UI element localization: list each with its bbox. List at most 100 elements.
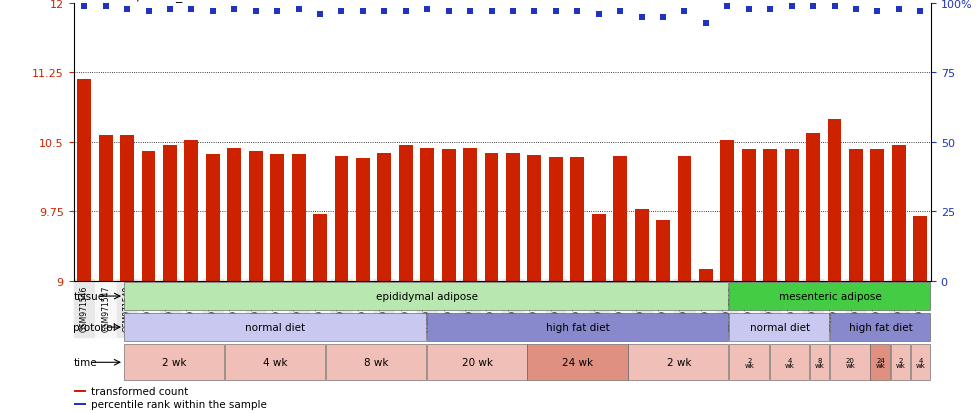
Point [912,9,928,16]
Bar [506,154,520,281]
Point [355,9,370,16]
Bar [729,282,930,311]
Text: 4
wk: 4 wk [785,357,795,368]
Point [848,6,863,13]
Bar [377,154,391,281]
Text: normal diet: normal diet [750,322,809,332]
Text: 20 wk: 20 wk [462,357,493,368]
Bar [420,149,434,281]
Point [741,6,757,13]
Text: 2
wk: 2 wk [896,357,906,368]
Point [98,4,114,10]
Bar [809,344,829,380]
Bar [325,344,425,380]
Bar [270,154,284,281]
Text: GDS6247 / ILMN_1213026: GDS6247 / ILMN_1213026 [74,0,237,2]
Bar [742,150,756,281]
Point [141,9,157,16]
Bar [74,404,86,405]
Bar [163,145,177,281]
Point [162,6,177,13]
Point [183,6,199,13]
Text: percentile rank within the sample: percentile rank within the sample [91,399,267,409]
Bar [527,155,541,281]
Bar [123,313,425,342]
Bar [356,158,369,281]
Bar [313,214,327,281]
Bar [123,344,224,380]
Point [762,6,778,13]
Bar [913,216,927,281]
Text: high fat diet: high fat diet [546,322,610,332]
Bar [910,344,930,380]
Point [291,6,307,13]
Text: 2 wk: 2 wk [162,357,186,368]
Bar [785,150,799,281]
Bar [729,344,768,380]
Bar [628,344,728,380]
Text: 24
wk: 24 wk [875,357,886,368]
Bar [399,145,413,281]
Point [376,9,392,16]
Point [719,4,735,10]
Bar [613,156,627,281]
Bar [426,313,728,342]
Text: 8 wk: 8 wk [364,357,388,368]
Text: normal diet: normal diet [245,322,306,332]
Bar [570,157,584,281]
Point [441,9,457,16]
Bar [549,157,563,281]
Bar [99,136,113,281]
Point [612,9,628,16]
Point [120,6,135,13]
Text: 2 wk: 2 wk [666,357,691,368]
Bar [464,149,477,281]
Bar [227,149,241,281]
Text: 20
wk: 20 wk [846,357,856,368]
Bar [206,154,220,281]
Bar [184,141,198,281]
Point [698,20,713,27]
Bar [656,221,670,281]
Bar [870,344,890,380]
Text: time: time [74,357,97,368]
Bar [426,344,526,380]
Bar [292,154,306,281]
Bar [763,150,777,281]
Bar [699,270,712,281]
Point [484,9,500,16]
Point [806,4,821,10]
Point [333,9,349,16]
Bar [74,390,86,392]
Point [419,6,435,13]
Bar [121,136,134,281]
Point [76,4,92,10]
Bar [77,80,91,281]
Point [548,9,564,16]
Bar [827,119,842,281]
Point [398,9,414,16]
Bar [484,154,499,281]
Text: protocol: protocol [74,322,117,332]
Point [270,9,285,16]
Bar [830,313,930,342]
Point [205,9,220,16]
Point [526,9,542,16]
Bar [849,150,863,281]
Text: 24 wk: 24 wk [563,357,594,368]
Text: epididymal adipose: epididymal adipose [375,291,477,301]
Point [827,4,843,10]
Bar [141,152,156,281]
Point [463,9,478,16]
Text: 8
wk: 8 wk [815,357,825,368]
Bar [891,344,910,380]
Text: 2
wk: 2 wk [745,357,755,368]
Point [656,14,671,21]
Point [569,9,585,16]
Bar [334,156,349,281]
Bar [527,344,627,380]
Bar [249,152,263,281]
Bar [807,133,820,281]
Bar [592,214,606,281]
Point [248,9,264,16]
